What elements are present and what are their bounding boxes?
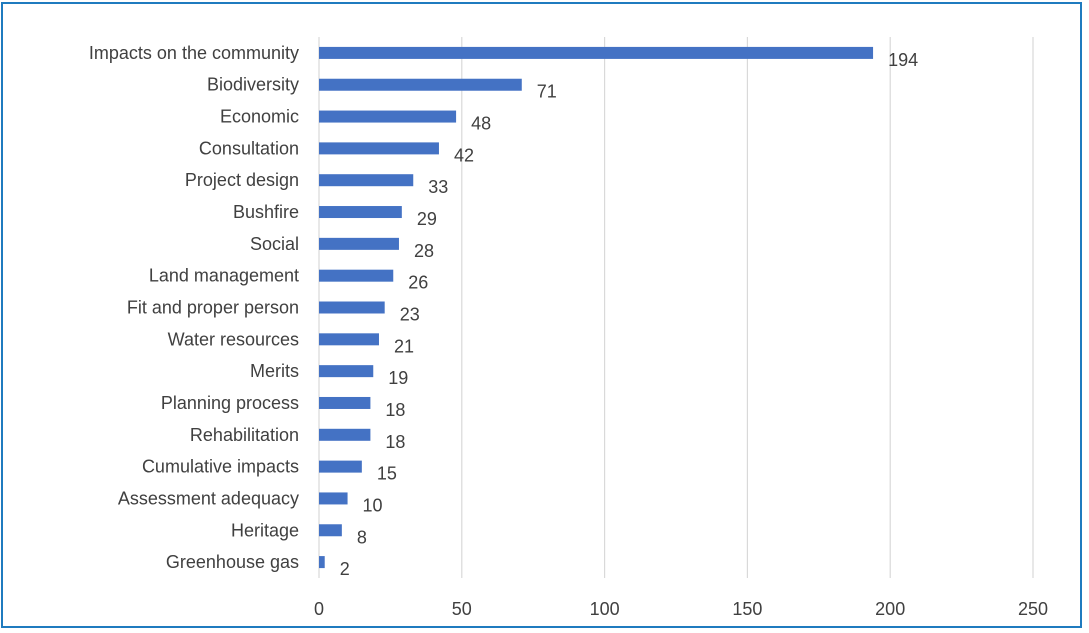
- category-label: Water resources: [168, 329, 299, 349]
- data-label: 42: [454, 145, 474, 165]
- grid-lines: [318, 37, 1034, 578]
- data-label: 15: [377, 464, 397, 484]
- data-label: 194: [888, 50, 918, 70]
- category-label: Rehabilitation: [190, 425, 299, 445]
- x-tick-label: 250: [1018, 599, 1048, 619]
- category-label: Cumulative impacts: [142, 457, 299, 477]
- data-label: 19: [388, 368, 408, 388]
- data-label: 26: [408, 273, 428, 293]
- bar: [319, 301, 385, 314]
- bars: [319, 46, 874, 569]
- x-tick-label: 100: [590, 599, 620, 619]
- bar: [319, 333, 379, 346]
- x-tick-label: 50: [452, 599, 472, 619]
- bar: [319, 142, 439, 155]
- data-label: 48: [471, 114, 491, 134]
- bar: [319, 365, 374, 378]
- x-tick-label: 200: [875, 599, 905, 619]
- bar: [319, 110, 457, 123]
- data-label: 18: [385, 432, 405, 452]
- bar: [319, 46, 874, 59]
- category-label: Land management: [149, 266, 299, 286]
- data-label: 21: [394, 336, 414, 356]
- category-label: Assessment adequacy: [118, 488, 299, 508]
- bar: [319, 237, 399, 250]
- data-label: 28: [414, 241, 434, 261]
- category-label: Social: [250, 234, 299, 254]
- category-labels: Impacts on the community Biodiversity Econ…: [89, 43, 299, 572]
- bar: [319, 524, 342, 537]
- data-labels: 194 71 48 42 33 29 28 26 23 21 19 18 18 15 10 82: [340, 50, 918, 579]
- bar: [319, 78, 522, 91]
- bar: [319, 269, 394, 282]
- x-tick-label: 150: [732, 599, 762, 619]
- data-label: 18: [385, 400, 405, 420]
- bar: [319, 174, 414, 187]
- data-label: 8: [357, 527, 367, 547]
- category-label: Economic: [220, 107, 299, 127]
- bar: [319, 428, 371, 441]
- bar: [319, 460, 362, 473]
- data-label: 23: [400, 305, 420, 325]
- category-label: Planning process: [161, 393, 299, 413]
- category-label: Merits: [250, 361, 299, 381]
- category-label: Project design: [185, 170, 299, 190]
- horizontal-bar-chart: Impacts on the community Biodiversity Econ…: [89, 37, 1048, 619]
- x-tick-label: 0: [314, 599, 324, 619]
- data-label: 71: [537, 82, 557, 102]
- data-label: 10: [363, 495, 383, 515]
- category-label: Impacts on the community: [89, 43, 299, 63]
- bar: [319, 492, 348, 505]
- category-label: Consultation: [199, 138, 299, 158]
- data-label: 2: [340, 559, 350, 579]
- category-label: Biodiversity: [207, 75, 299, 95]
- bar: [319, 206, 402, 219]
- category-label: Fit and proper person: [127, 298, 299, 318]
- x-axis-tick-labels: 0 50 100 150 200 250: [314, 599, 1048, 619]
- category-label: Greenhouse gas: [166, 552, 299, 572]
- category-label: Heritage: [231, 520, 299, 540]
- data-label: 29: [417, 209, 437, 229]
- category-label: Bushfire: [233, 202, 299, 222]
- bar: [319, 556, 325, 569]
- data-label: 33: [428, 177, 448, 197]
- bar: [319, 396, 371, 409]
